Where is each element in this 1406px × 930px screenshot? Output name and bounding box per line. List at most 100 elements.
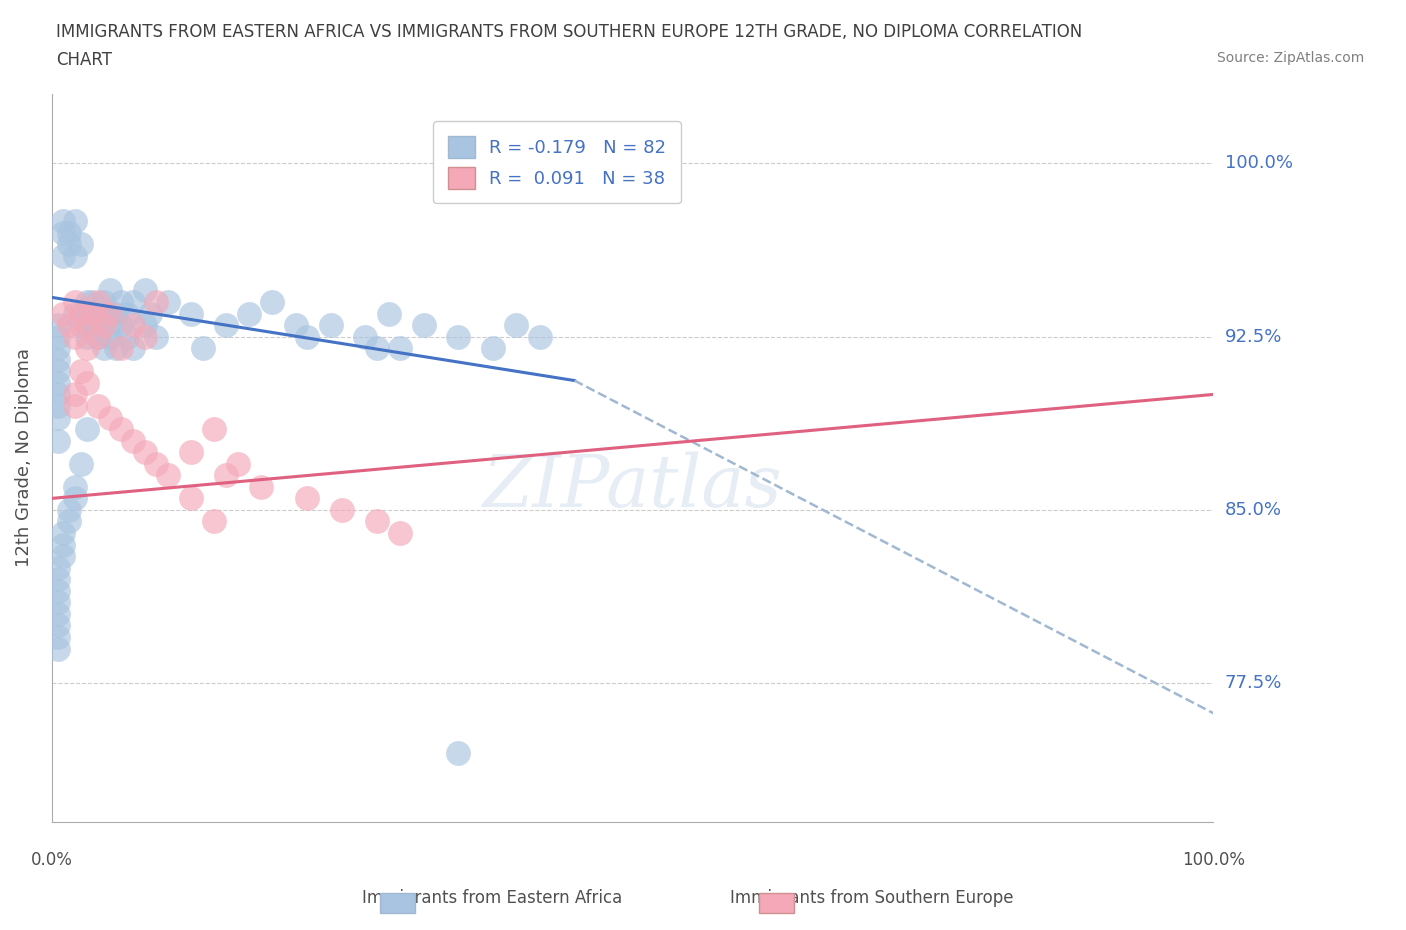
Point xyxy=(46,364,69,379)
Point xyxy=(63,295,86,310)
Text: 92.5%: 92.5% xyxy=(1225,327,1282,346)
Point xyxy=(76,376,98,391)
Point xyxy=(46,329,69,344)
Point xyxy=(191,340,214,355)
Point xyxy=(82,306,104,321)
Point xyxy=(46,318,69,333)
Point xyxy=(134,318,156,333)
Point xyxy=(482,340,505,355)
Point xyxy=(366,340,388,355)
Point xyxy=(76,295,98,310)
Point xyxy=(202,421,225,436)
Point xyxy=(58,514,80,529)
Point xyxy=(52,538,75,552)
Point xyxy=(46,376,69,391)
Text: Immigrants from Southern Europe: Immigrants from Southern Europe xyxy=(730,889,1014,907)
Point xyxy=(238,306,260,321)
Point xyxy=(46,618,69,633)
Point xyxy=(52,306,75,321)
Point xyxy=(145,457,167,472)
Point xyxy=(226,457,249,472)
Point xyxy=(377,306,399,321)
Point xyxy=(122,340,145,355)
Point xyxy=(46,595,69,610)
Point xyxy=(69,457,91,472)
Point xyxy=(46,630,69,644)
Point xyxy=(87,306,110,321)
Point xyxy=(58,502,80,517)
Point xyxy=(139,306,162,321)
Point xyxy=(412,318,434,333)
Text: 0.0%: 0.0% xyxy=(31,851,73,869)
Point xyxy=(87,399,110,414)
Point xyxy=(319,318,342,333)
Point xyxy=(447,329,470,344)
Point xyxy=(52,525,75,540)
Point xyxy=(76,340,98,355)
Point xyxy=(250,479,273,494)
Point xyxy=(46,606,69,621)
Point xyxy=(46,560,69,575)
Point xyxy=(180,445,202,459)
Point xyxy=(58,318,80,333)
Point xyxy=(110,340,132,355)
Point xyxy=(76,421,98,436)
Text: 100.0%: 100.0% xyxy=(1225,154,1292,172)
Point xyxy=(46,572,69,587)
Point xyxy=(180,306,202,321)
Point xyxy=(156,295,179,310)
Point xyxy=(87,295,110,310)
Point xyxy=(63,329,86,344)
Point xyxy=(215,468,238,483)
Point xyxy=(215,318,238,333)
Point xyxy=(46,340,69,355)
Point xyxy=(447,745,470,760)
Text: IMMIGRANTS FROM EASTERN AFRICA VS IMMIGRANTS FROM SOUTHERN EUROPE 12TH GRADE, NO: IMMIGRANTS FROM EASTERN AFRICA VS IMMIGR… xyxy=(56,23,1083,41)
Point xyxy=(297,491,319,506)
Text: ZIPatlas: ZIPatlas xyxy=(482,452,782,523)
Point xyxy=(69,364,91,379)
Point xyxy=(366,514,388,529)
Point xyxy=(98,318,121,333)
Point xyxy=(63,214,86,229)
Point xyxy=(93,306,115,321)
Point xyxy=(76,329,98,344)
Point xyxy=(63,248,86,263)
Point xyxy=(69,318,91,333)
Legend: R = -0.179   N = 82, R =  0.091   N = 38: R = -0.179 N = 82, R = 0.091 N = 38 xyxy=(433,121,681,204)
Point xyxy=(389,340,412,355)
Text: 77.5%: 77.5% xyxy=(1225,674,1282,692)
Point xyxy=(93,295,115,310)
Point xyxy=(52,225,75,240)
Point xyxy=(69,306,91,321)
Point xyxy=(98,410,121,425)
Text: Source: ZipAtlas.com: Source: ZipAtlas.com xyxy=(1216,51,1364,65)
Point xyxy=(284,318,307,333)
Point xyxy=(87,329,110,344)
Point xyxy=(87,329,110,344)
Point xyxy=(46,410,69,425)
Point xyxy=(104,306,127,321)
Point xyxy=(117,329,139,344)
Point xyxy=(104,340,127,355)
Point xyxy=(134,329,156,344)
Point xyxy=(98,283,121,298)
Point xyxy=(330,502,353,517)
Point xyxy=(58,225,80,240)
Point xyxy=(46,583,69,598)
Point xyxy=(98,306,121,321)
Point xyxy=(110,295,132,310)
Point xyxy=(63,306,86,321)
Point xyxy=(156,468,179,483)
Point xyxy=(529,329,551,344)
Y-axis label: 12th Grade, No Diploma: 12th Grade, No Diploma xyxy=(15,349,32,567)
Point xyxy=(180,491,202,506)
Point xyxy=(117,306,139,321)
Point xyxy=(63,387,86,402)
Point xyxy=(134,445,156,459)
Point xyxy=(52,214,75,229)
Text: 100.0%: 100.0% xyxy=(1182,851,1244,869)
Point xyxy=(202,514,225,529)
Point xyxy=(63,399,86,414)
Point xyxy=(110,318,132,333)
